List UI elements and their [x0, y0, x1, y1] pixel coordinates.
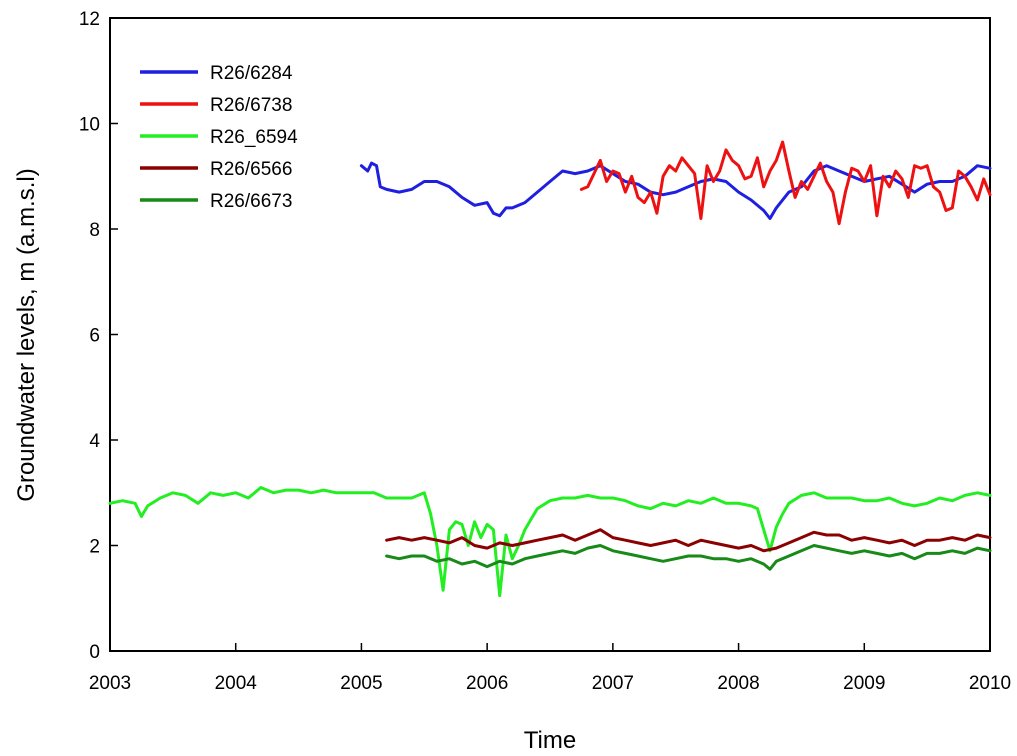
y-tick-label: 12 — [79, 9, 100, 30]
legend-label: R26/6673 — [210, 191, 292, 212]
legend-label: R26/6566 — [210, 159, 292, 180]
x-tick-label: 2007 — [592, 673, 634, 694]
legend-label: R26_6594 — [210, 127, 298, 148]
y-tick-label: 0 — [89, 642, 100, 663]
x-tick-label: 2003 — [89, 673, 131, 694]
y-tick-label: 2 — [89, 537, 100, 558]
x-tick-label: 2004 — [215, 673, 258, 694]
legend-label: R26/6284 — [210, 63, 293, 84]
x-tick-label: 2005 — [340, 673, 382, 694]
series-line-r26-6738 — [579, 140, 992, 226]
x-tick-label: 2010 — [969, 673, 1011, 694]
x-tick-label: 2006 — [466, 673, 508, 694]
y-tick-label: 4 — [89, 431, 100, 452]
series-layer — [108, 140, 992, 598]
axes-layer: 2003 2004 2005 2006 2007 2008 2009 2010 0 2 4 6 8 10 1… — [79, 9, 1011, 694]
y-axis-title: Groundwater levels, m (a.m.s.l) — [13, 168, 40, 501]
series-line-r26-6566 — [385, 528, 992, 553]
x-tick-label: 2008 — [717, 673, 759, 694]
legend-label: R26/6738 — [210, 95, 292, 116]
series-line-r26-6673 — [385, 544, 992, 571]
y-tick-label: 10 — [79, 115, 100, 136]
legend: R26/6284 R26/6738 R26_6594 R26/6566 R26/6673 — [140, 63, 298, 212]
series-line-r26-6594 — [108, 486, 992, 598]
y-tick-label: 8 — [89, 220, 100, 241]
x-axis-title: Time — [524, 727, 576, 754]
y-tick-label: 6 — [89, 326, 100, 347]
x-tick-label: 2009 — [843, 673, 885, 694]
